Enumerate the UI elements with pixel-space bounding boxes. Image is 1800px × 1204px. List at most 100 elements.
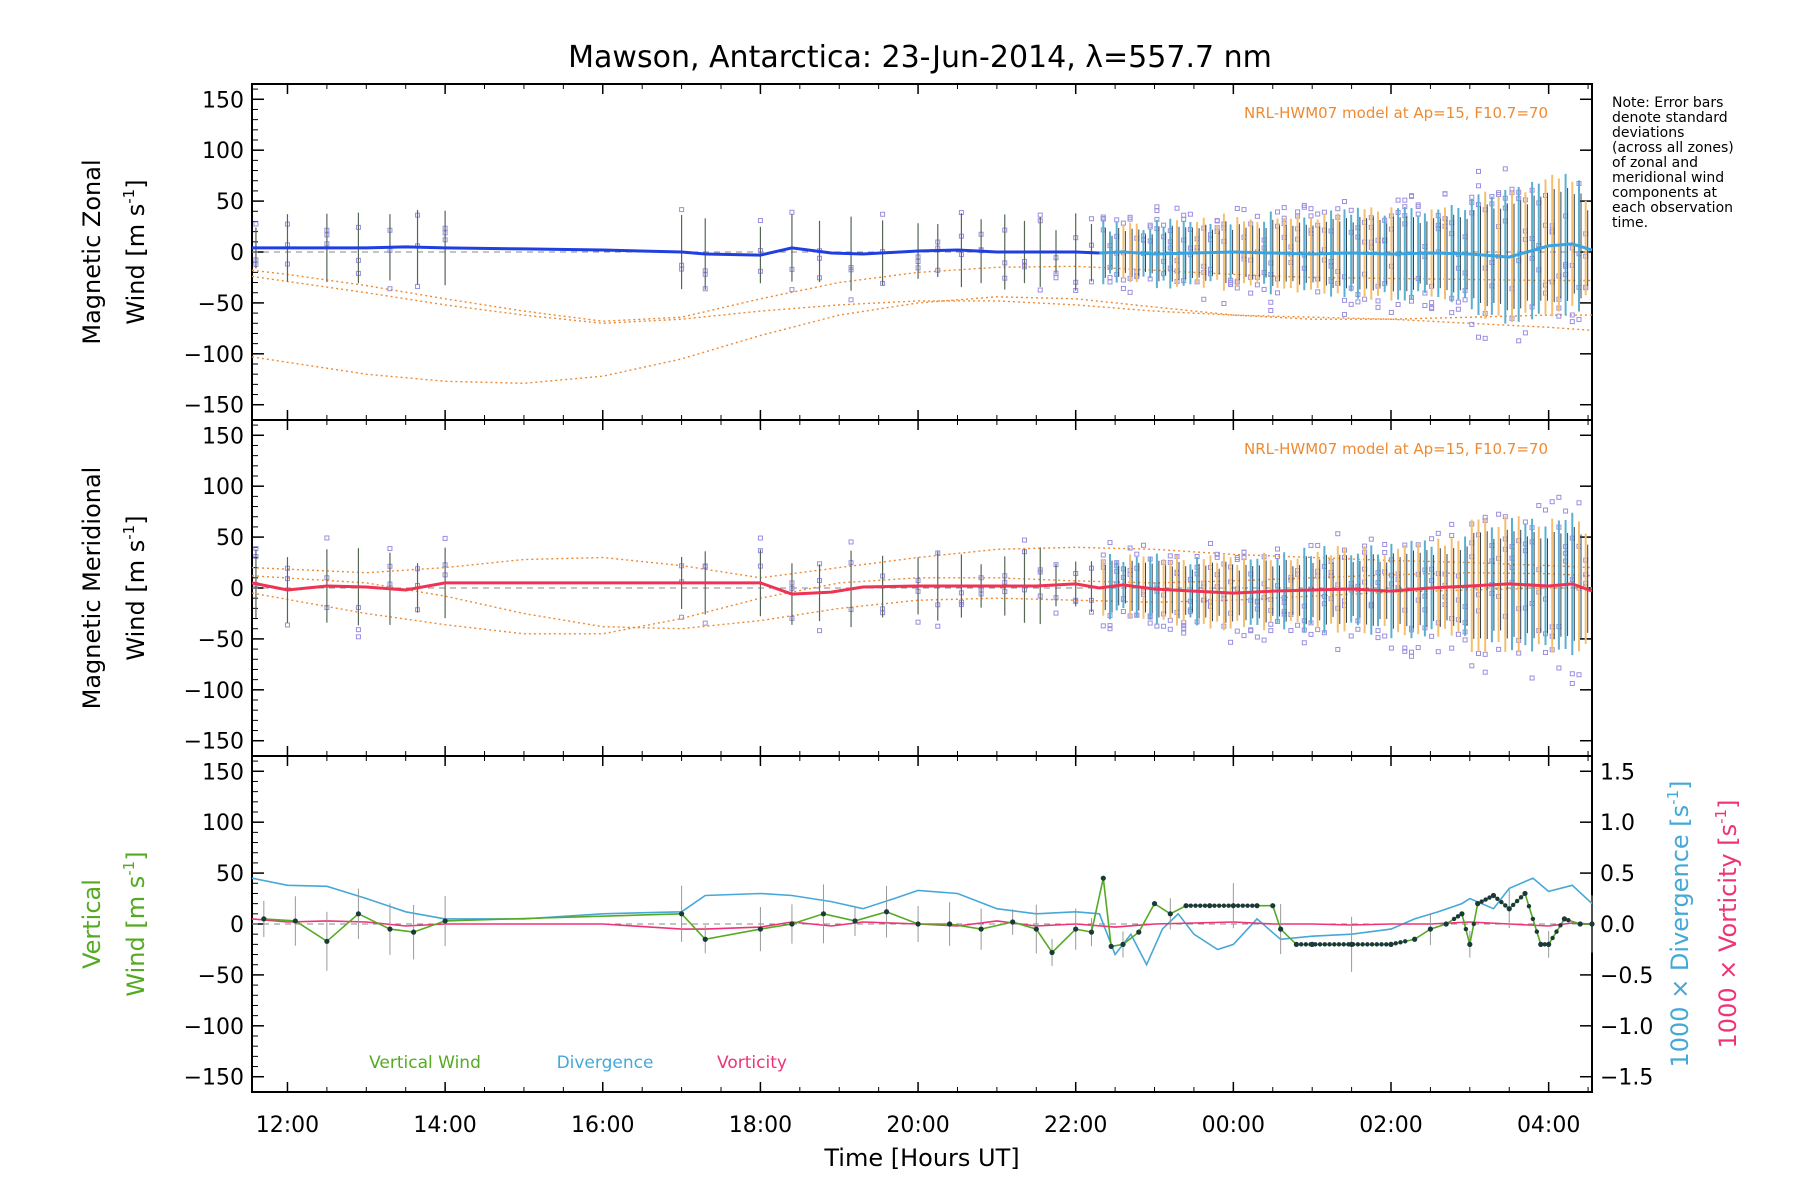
vertical-wind-point xyxy=(1554,929,1559,934)
zone-sample xyxy=(355,627,361,633)
plot-marks: 12:00 14:00 16:00 18:00 20:00 22:00 00:00 02:00… xyxy=(184,84,1653,1138)
vertical-wind-point xyxy=(1298,942,1304,947)
zone-sample xyxy=(1469,663,1475,669)
zone-sample xyxy=(387,546,393,552)
zone-sample xyxy=(1516,338,1522,344)
zone-sample xyxy=(1341,297,1347,303)
vertical-wind-point xyxy=(1530,916,1536,922)
vertical-wind-point xyxy=(789,921,795,927)
y-tick-label: 150 xyxy=(202,88,244,113)
zone-sample xyxy=(1274,290,1280,296)
vertical-wind-point xyxy=(702,936,708,942)
vertical-wind-point xyxy=(1471,921,1476,927)
zone-sample xyxy=(1335,531,1341,537)
zone-sample xyxy=(1281,205,1287,211)
vertical-wind-point xyxy=(1475,901,1480,906)
vertical-wind-point xyxy=(1374,942,1380,947)
zone-sample xyxy=(1475,334,1481,340)
zone-sample xyxy=(1556,665,1562,671)
zonal-model-label: NRL-HWM07 model at Ap=15, F10.7=70 xyxy=(1244,104,1548,122)
note-line: time. xyxy=(1612,215,1648,231)
vertical-wind-point xyxy=(1491,893,1496,898)
note-line: denote standard xyxy=(1612,110,1728,126)
x-tick-label: 04:00 xyxy=(1517,1113,1580,1138)
zone-sample xyxy=(702,620,708,626)
zone-sample xyxy=(1368,536,1374,542)
y-tick-label: 0 xyxy=(230,913,244,938)
zone-sample xyxy=(1429,306,1435,312)
zone-sample xyxy=(1214,218,1220,224)
zone-sample xyxy=(1502,166,1508,172)
zone-sample xyxy=(1248,628,1254,634)
vertical-wind-point xyxy=(1507,906,1512,911)
vertical-wind-point xyxy=(1235,903,1241,908)
zone-sample xyxy=(1295,622,1301,628)
zone-sample xyxy=(1395,197,1401,203)
vertical-ylabel-line2: Wind [m s-1] xyxy=(120,851,150,996)
zone-sample xyxy=(1556,494,1562,500)
zone-sample xyxy=(1241,207,1247,213)
zone-sample xyxy=(1274,209,1280,215)
legend-vertical-wind: Vertical Wind xyxy=(369,1053,481,1073)
vertical-wind-point xyxy=(1412,936,1418,942)
x-tick-label: 12:00 xyxy=(256,1113,319,1138)
vertical-wind-point xyxy=(1088,929,1095,935)
vertical-wind-point xyxy=(1379,942,1384,947)
zone-sample xyxy=(1301,640,1307,646)
vertical-wind-point xyxy=(1270,903,1276,909)
vertical-wind-point xyxy=(1033,926,1039,932)
zone-sample xyxy=(1207,540,1213,546)
zone-sample xyxy=(1335,646,1341,652)
vertical-wind-point xyxy=(1231,903,1236,908)
vertical-wind-point xyxy=(1308,942,1313,947)
zone-sample xyxy=(679,614,685,620)
vertical-wind-point xyxy=(1100,875,1106,881)
zone-sample xyxy=(1234,628,1240,634)
note-line: meridional wind xyxy=(1612,170,1724,186)
vertical-wind-point xyxy=(1073,926,1079,932)
zone-sample xyxy=(1469,321,1475,327)
zone-sample xyxy=(1167,553,1173,559)
vertical-wind-point xyxy=(1522,891,1528,896)
vertical-wind-point xyxy=(1499,899,1504,905)
note-line: Note: Error bars xyxy=(1612,95,1723,111)
zone-sample xyxy=(1134,551,1140,557)
zone-sample xyxy=(1402,645,1408,651)
y-tick-label: 50 xyxy=(216,526,244,551)
zone-sample xyxy=(1288,628,1294,634)
zone-sample xyxy=(1542,507,1548,513)
zone-sample xyxy=(1449,532,1455,538)
zone-sample xyxy=(1422,302,1428,308)
zone-sample xyxy=(1308,213,1314,219)
zone-sample xyxy=(1181,212,1187,218)
zone-sample xyxy=(1140,542,1146,548)
zone-sample xyxy=(1268,628,1274,634)
y-tick-label: −50 xyxy=(198,292,244,317)
zone-sample xyxy=(1576,316,1582,322)
vertical-wind-point xyxy=(1010,919,1016,925)
zone-sample xyxy=(1435,530,1441,536)
vertical-wind-point xyxy=(1510,902,1516,908)
vertical-wind-point xyxy=(261,916,267,922)
zone-sample xyxy=(1315,542,1321,548)
zone-sample xyxy=(1348,633,1354,639)
zone-sample xyxy=(1382,550,1388,556)
zone-sample xyxy=(1181,623,1187,629)
zone-sample xyxy=(880,211,886,217)
zone-sample xyxy=(789,287,795,293)
zone-sample xyxy=(1449,310,1455,316)
zone-sample xyxy=(1254,213,1260,219)
vertical-wind-point xyxy=(1443,921,1449,927)
zone-sample xyxy=(1415,202,1421,208)
zone-sample xyxy=(1127,545,1133,551)
zone-sample xyxy=(1536,503,1542,509)
y-tick-label: 50 xyxy=(216,190,244,215)
vertical-wind-point xyxy=(324,938,330,944)
vertical-wind-point xyxy=(1254,903,1260,908)
zone-sample xyxy=(1415,645,1421,651)
zone-sample xyxy=(1569,671,1575,677)
y-tick-label: −150 xyxy=(184,730,244,755)
vertical-wind-point xyxy=(1558,923,1563,928)
vertical-wind-point xyxy=(820,911,827,917)
